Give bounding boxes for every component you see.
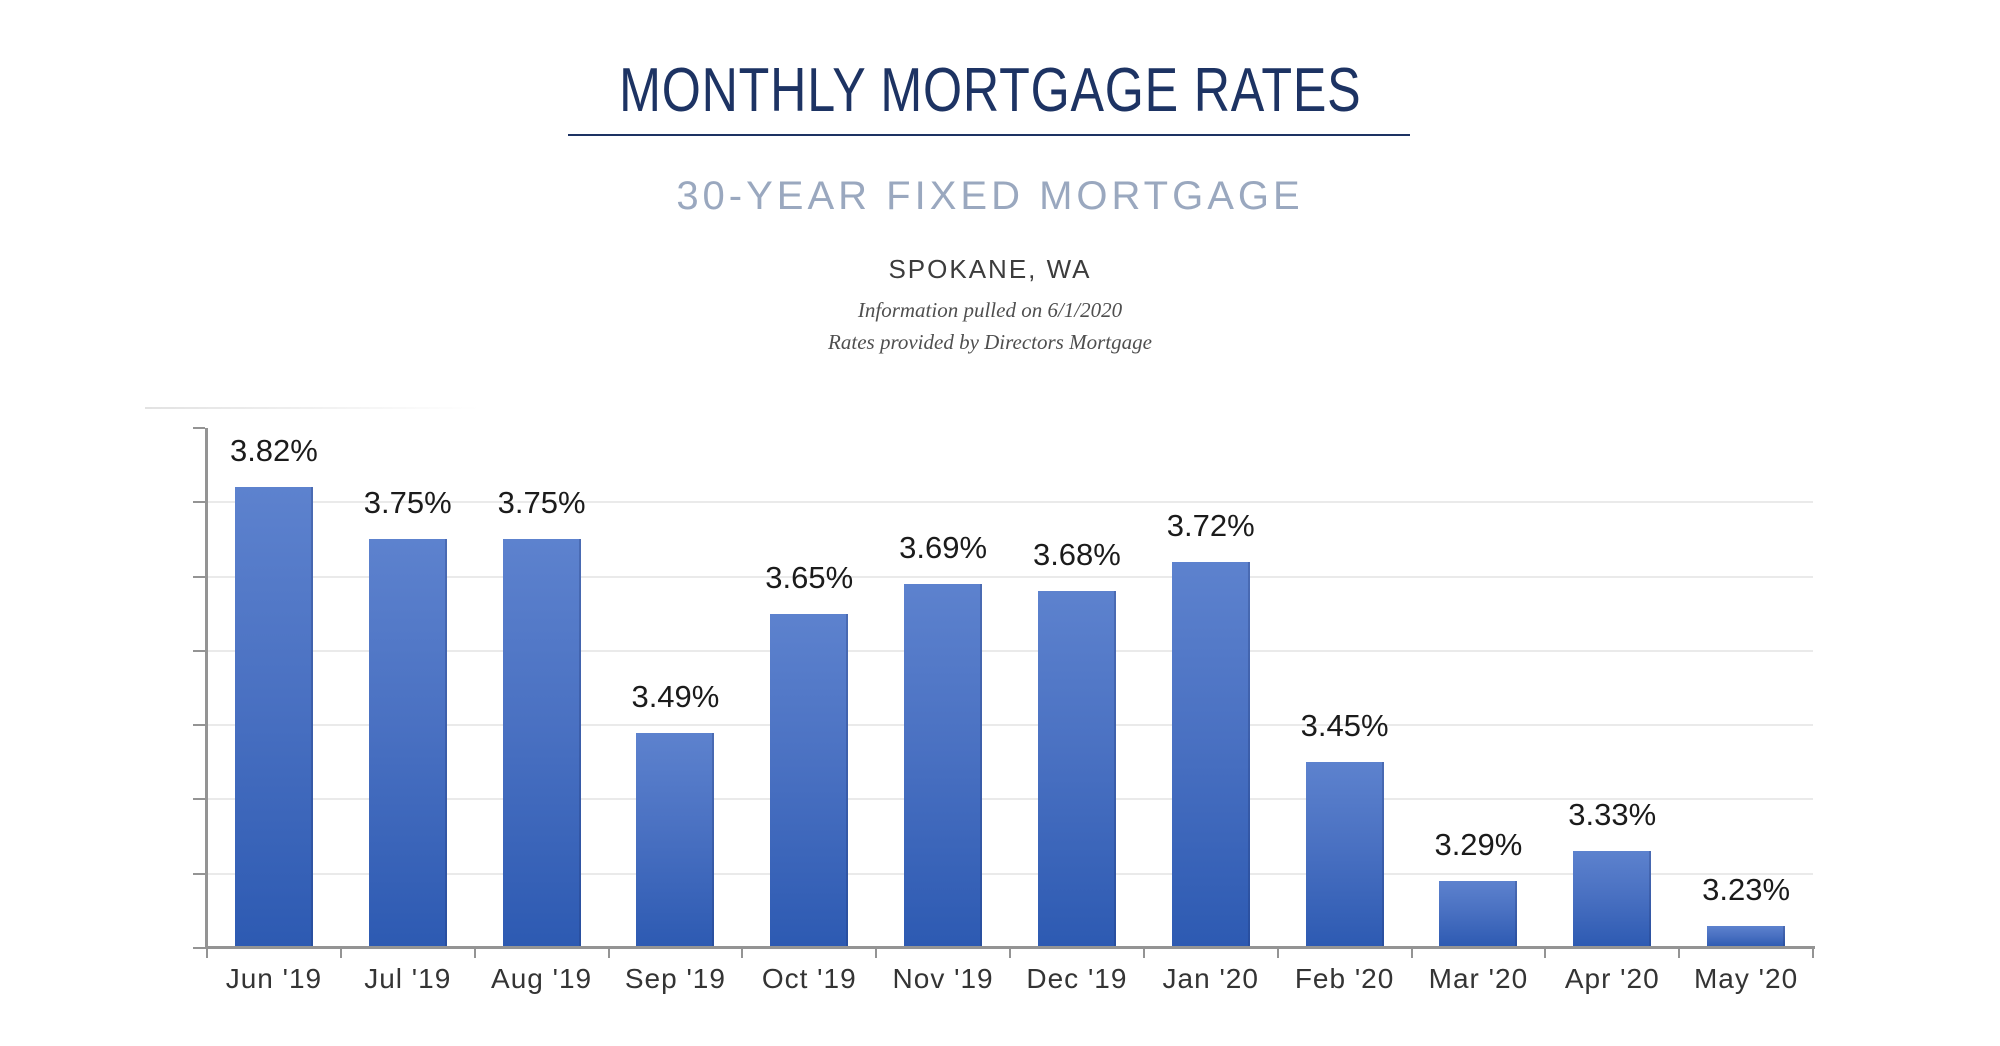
- bar-value-label: 3.29%: [1434, 827, 1523, 863]
- bar-value-label: 3.75%: [363, 485, 452, 521]
- gridline: [207, 501, 1813, 504]
- y-tick: [193, 575, 205, 578]
- x-tick: [1678, 948, 1681, 958]
- bar-dec-19: [1037, 591, 1116, 947]
- chart-subtitle: 30-YEAR FIXED MORTGAGE: [676, 174, 1304, 218]
- gridline: [207, 798, 1813, 801]
- bar-value-label: 3.68%: [1032, 537, 1121, 573]
- x-tick: [339, 948, 342, 958]
- bar-oct-19: [770, 613, 849, 947]
- y-tick: [193, 427, 205, 429]
- x-tick: [741, 948, 744, 958]
- y-tick: [193, 501, 205, 504]
- gridline: [207, 575, 1813, 578]
- note-pulled-date: Information pulled on 6/1/2020: [857, 298, 1123, 322]
- x-axis-line: [205, 946, 1815, 949]
- x-axis-label: Nov '19: [892, 963, 994, 994]
- bar-value-label: 3.33%: [1568, 797, 1657, 833]
- bar-jun-19: [234, 487, 313, 947]
- faint-top-gridline-artifact: [145, 407, 480, 409]
- x-tick: [206, 948, 208, 958]
- page-title: MONTHLY MORTGAGE RATES: [618, 56, 1362, 125]
- bar-value-label: 3.72%: [1166, 507, 1255, 543]
- title-row: MONTHLY MORTGAGE RATES: [0, 56, 1980, 142]
- title-underline: [568, 134, 1410, 136]
- bar-nov-19: [904, 584, 983, 947]
- bar-value-label: 3.23%: [1702, 871, 1791, 907]
- bar-value-label: 3.82%: [229, 433, 318, 469]
- x-tick: [607, 948, 610, 958]
- y-tick: [193, 872, 205, 875]
- gridline: [207, 724, 1813, 727]
- bar-value-label: 3.69%: [899, 530, 988, 565]
- y-axis-line: [205, 428, 208, 948]
- note-rates-provider: Rates provided by Directors Mortgage: [828, 330, 1152, 354]
- y-tick: [193, 724, 205, 727]
- x-tick: [1276, 948, 1279, 958]
- y-tick: [193, 798, 205, 801]
- bar-value-label: 3.75%: [497, 485, 586, 521]
- x-axis-label: Feb '20: [1294, 963, 1395, 994]
- bar-value-label: 3.49%: [631, 678, 720, 714]
- bar-aug-19: [502, 539, 581, 947]
- x-tick: [1009, 948, 1011, 958]
- bar-apr-20: [1573, 851, 1652, 947]
- x-axis-label: Oct '19: [761, 963, 857, 994]
- x-axis-label: Jan '20: [1162, 963, 1259, 994]
- chart-location: SPOKANE, WA: [888, 254, 1092, 284]
- x-tick: [1410, 948, 1413, 958]
- bar-may-20: [1707, 925, 1786, 947]
- bar-sep-19: [636, 732, 715, 947]
- bar-value-label: 3.45%: [1300, 708, 1389, 744]
- x-tick: [1142, 948, 1145, 958]
- y-tick: [193, 947, 205, 949]
- x-tick: [1544, 948, 1547, 958]
- x-axis-label: Jul '19: [364, 963, 452, 994]
- bar-jan-20: [1171, 561, 1250, 947]
- bar-feb-20: [1305, 762, 1384, 947]
- y-tick: [193, 649, 205, 652]
- bar-jul-19: [368, 539, 447, 947]
- x-axis-label: Sep '19: [624, 963, 726, 994]
- x-tick: [875, 948, 878, 958]
- x-tick: [1812, 948, 1814, 958]
- x-axis-label: Aug '19: [491, 963, 593, 994]
- x-axis-label: Apr '20: [1564, 963, 1660, 994]
- x-tick: [473, 948, 476, 958]
- x-axis-label: May '20: [1693, 963, 1799, 994]
- bar-value-label: 3.65%: [765, 559, 854, 595]
- x-axis-label: Jun '19: [225, 963, 323, 994]
- gridline: [207, 872, 1813, 875]
- x-axis-label: Mar '20: [1428, 963, 1529, 994]
- gridline: [207, 649, 1813, 652]
- bar-mar-20: [1439, 881, 1518, 947]
- x-axis-label: Dec '19: [1026, 963, 1128, 994]
